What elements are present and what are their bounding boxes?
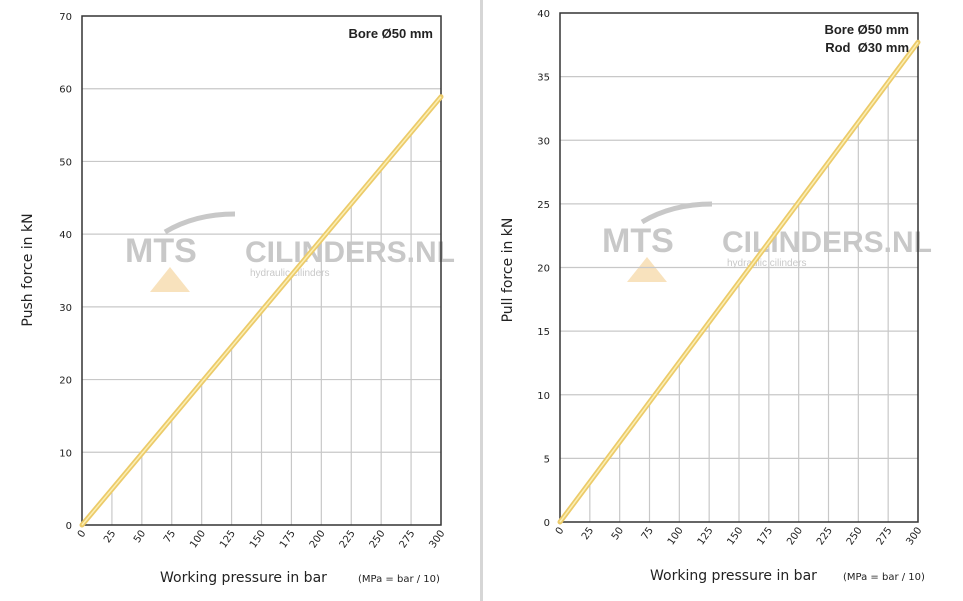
x-tick-label: 25: [580, 525, 596, 542]
y-tick-label: 60: [59, 85, 72, 96]
logo-swoosh-icon: [640, 201, 713, 225]
grid-lines: [82, 88, 441, 525]
y-tick-label: 35: [537, 73, 550, 84]
logo-chevron-icon: [627, 257, 667, 282]
y-tick-label: 70: [59, 12, 72, 23]
y-axis-label: Pull force in kN: [500, 218, 516, 323]
y-tick-label: 10: [59, 448, 72, 459]
y-tick-label: 10: [537, 391, 550, 402]
y-tick-label: 5: [544, 454, 550, 465]
logo-swoosh-icon: [163, 211, 236, 235]
watermark-brand-left: MTS: [125, 232, 197, 270]
y-tick-label: 40: [59, 230, 72, 241]
bore-annotation: Bore Ø50 mm: [824, 22, 909, 37]
bore-annotation: Bore Ø50 mm: [348, 26, 433, 41]
y-tick-label: 20: [59, 376, 72, 387]
watermark-brand-right: CILINDERS.NL: [245, 236, 455, 269]
x-tick-label: 125: [696, 525, 716, 547]
y-axis-label: Push force in kN: [20, 213, 36, 326]
x-axis-label: Working pressure in bar: [650, 568, 817, 584]
y-tick-label: 0: [544, 518, 550, 529]
x-axis-unit-note: (MPa = bar / 10): [843, 572, 925, 583]
x-tick-label: 175: [755, 525, 775, 547]
y-tick-label: 40: [537, 9, 550, 20]
watermark-brand-left: MTS: [602, 222, 674, 260]
rod-annotation: Rod Ø30 mm: [825, 40, 909, 55]
y-tick-label: 50: [59, 157, 72, 168]
x-tick-label: 250: [845, 525, 865, 547]
x-tick-label: 275: [875, 525, 895, 547]
grid-lines: [560, 76, 918, 522]
y-tick-label: 30: [59, 303, 72, 314]
y-tick-label: 0: [66, 521, 72, 532]
x-tick-label: 150: [725, 525, 745, 547]
x-axis-unit-note: (MPa = bar / 10): [358, 574, 440, 585]
x-tick-label: 300: [904, 525, 924, 547]
x-tick-label: 200: [785, 525, 805, 547]
watermark-brand-right: CILINDERS.NL: [722, 226, 932, 259]
x-tick-label: 50: [610, 525, 626, 542]
force-series-highlight: [81, 96, 442, 526]
x-axis-label: Working pressure in bar: [160, 570, 327, 586]
x-tick-label: 75: [640, 525, 656, 542]
plot-frame: [559, 12, 919, 523]
watermark-tagline: hydraulic cilinders: [727, 258, 806, 269]
x-tick-label: 0: [76, 528, 89, 540]
x-tick-label: 225: [815, 525, 835, 547]
x-tick-label: 100: [666, 525, 686, 547]
y-tick-label: 20: [537, 264, 550, 275]
plot-frame: [81, 15, 442, 526]
series-lines: [557, 39, 921, 525]
logo-chevron-icon: [150, 267, 190, 292]
series-lines: [79, 94, 444, 528]
y-tick-label: 25: [537, 200, 550, 211]
x-tick-label: 0: [554, 525, 567, 537]
tick-labels: 0 5 10 15 20 25 30 35 40 0 25 50 75 100 125 150 175 200 22…: [537, 9, 924, 547]
panel-divider: [480, 0, 483, 601]
y-tick-label: 30: [537, 136, 550, 147]
y-tick-label: 15: [537, 327, 550, 338]
force-series-highlight: [559, 41, 919, 523]
